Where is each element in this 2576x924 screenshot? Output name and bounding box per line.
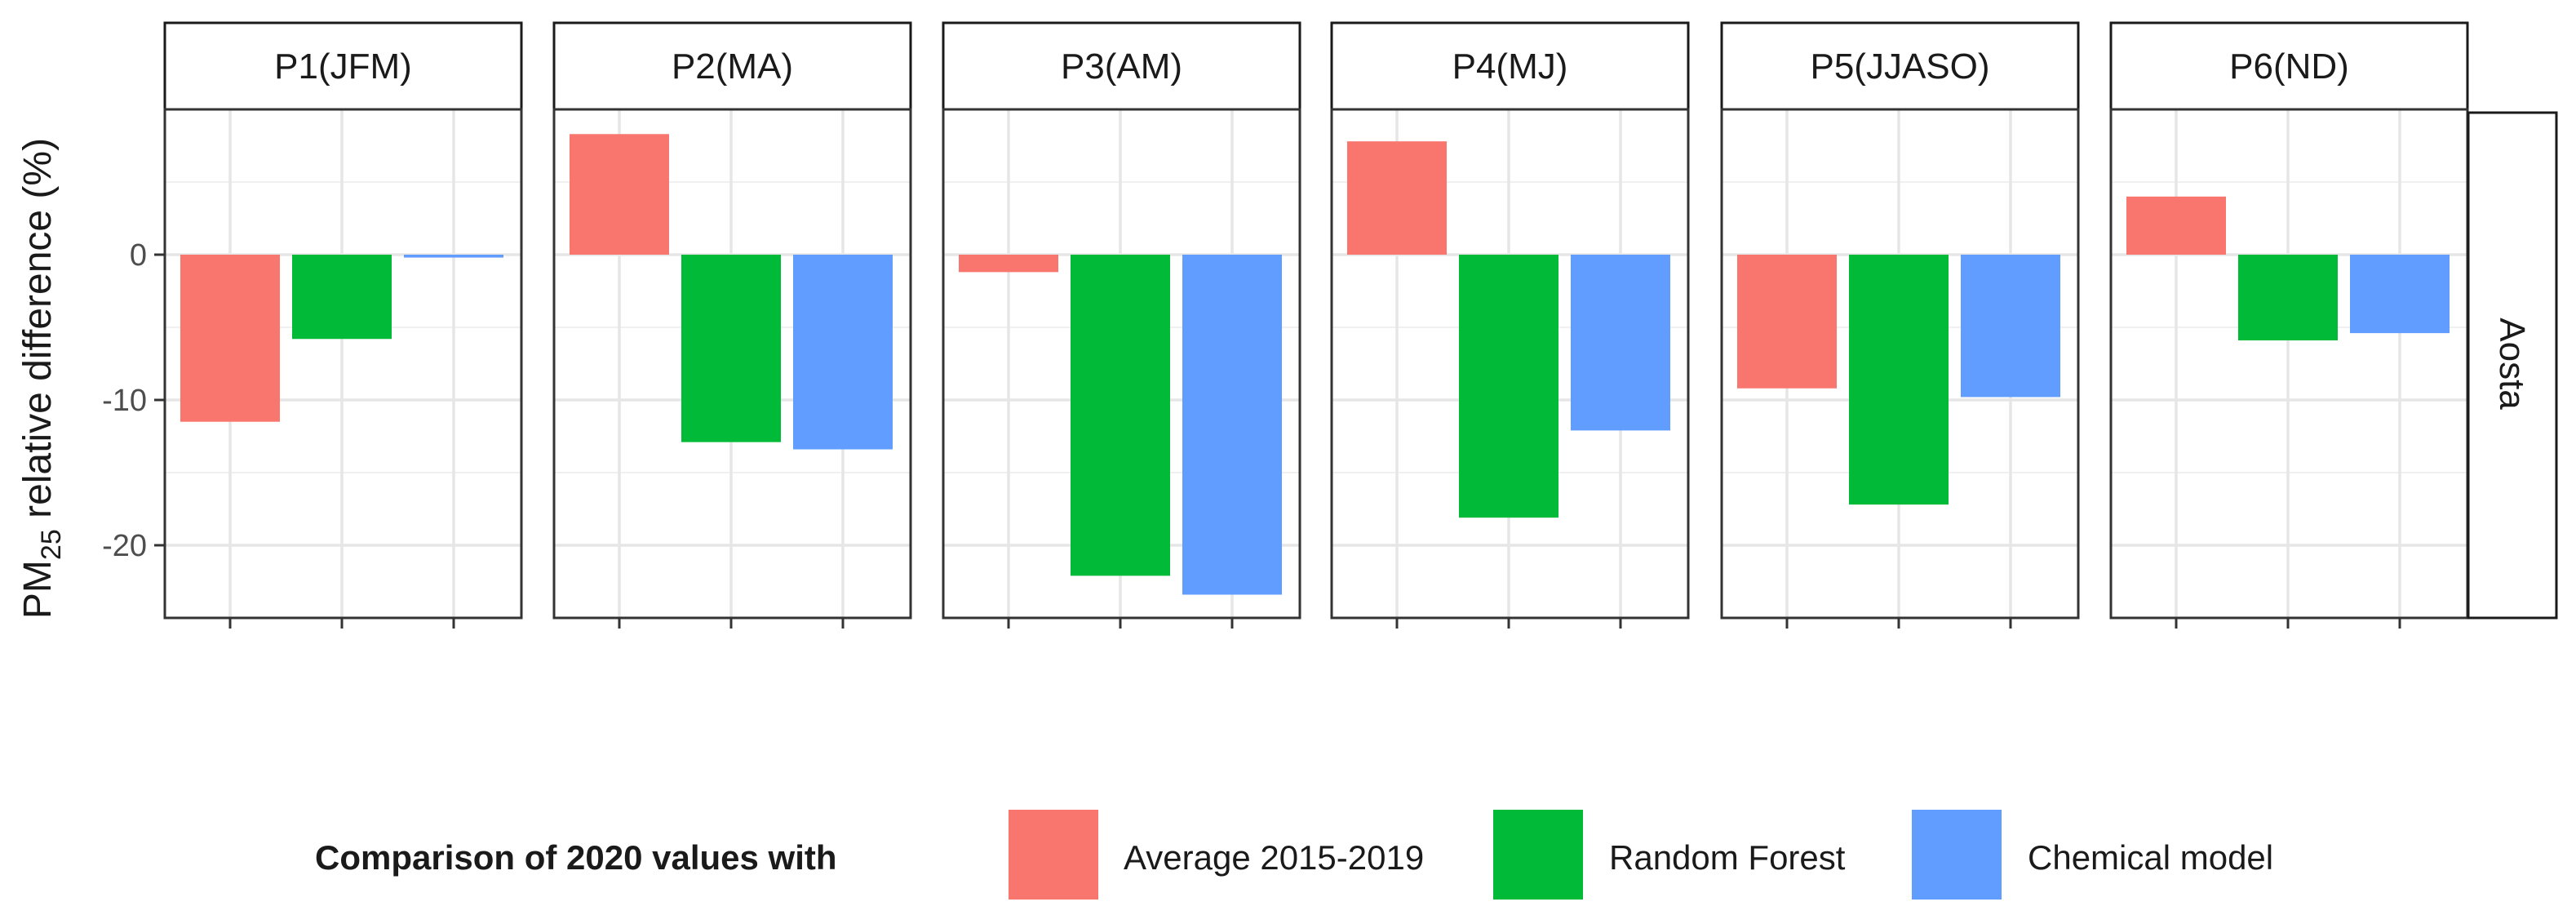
facet-panel: P5(JJASO) <box>1720 21 2080 629</box>
bar-chemical-model <box>1571 255 1670 431</box>
bar-average-2015-2019 <box>1737 255 1837 389</box>
facet-panel: P2(MA) <box>552 21 912 629</box>
legend-label: Chemical model <box>2028 838 2273 877</box>
y-axis-title-subscript: 25 <box>36 529 67 560</box>
row-strip-label: Aosta <box>2492 318 2532 410</box>
facet-strip-label: P5(JJASO) <box>1810 47 1989 87</box>
facet-strip <box>163 21 523 111</box>
bar-random-forest <box>292 255 392 340</box>
facet-panel: P4(MJ) <box>1330 21 1690 629</box>
facet-strip-label: P6(ND) <box>2229 47 2349 87</box>
bar-chemical-model <box>793 255 893 450</box>
facet-strip <box>552 21 912 111</box>
bar-chemical-model <box>1961 255 2060 398</box>
legend-label: Average 2015-2019 <box>1124 838 1424 877</box>
y-axis-title-prefix: PM <box>16 560 60 619</box>
panels: P1(JFM) P2(MA) P3(AM) P4(MJ) P5(JJASO) P6(ND)… <box>163 21 2558 629</box>
facet-strip-label: P1(JFM) <box>274 47 412 87</box>
facet-strip <box>942 21 1301 111</box>
facet-panel: P6(ND) <box>2109 21 2469 629</box>
legend-key <box>1912 810 2002 900</box>
facet-panel: P1(JFM) <box>163 21 523 629</box>
y-axis: 0 -10 -20 PM25 relative difference (%) <box>16 138 165 619</box>
bar-random-forest <box>1849 255 1949 505</box>
legend-key <box>1493 810 1583 900</box>
bar-chemical-model <box>404 255 503 258</box>
legend-key <box>1009 810 1098 900</box>
legend: Comparison of 2020 values with Average 20… <box>315 810 2273 900</box>
legend-label: Random Forest <box>1609 838 1846 877</box>
y-tick-label: -10 <box>102 384 147 418</box>
bar-random-forest <box>1071 255 1170 576</box>
facet-strip-label: P4(MJ) <box>1452 47 1568 87</box>
facet-strip <box>2109 21 2469 111</box>
bar-random-forest <box>1459 255 1558 518</box>
bar-chemical-model <box>2350 255 2450 334</box>
facet-strip <box>1720 21 2080 111</box>
facet-strip <box>1330 21 1690 111</box>
bar-random-forest <box>2238 255 2338 341</box>
legend-title: Comparison of 2020 values with <box>315 838 837 877</box>
row-strip <box>2467 111 2558 620</box>
facet-strip-label: P2(MA) <box>672 47 793 87</box>
bar-average-2015-2019 <box>959 255 1058 273</box>
bar-average-2015-2019 <box>180 255 280 422</box>
facet-strip-label: P3(AM) <box>1061 47 1182 87</box>
bar-average-2015-2019 <box>570 134 669 255</box>
y-tick-label: -20 <box>102 529 147 563</box>
y-tick-label: 0 <box>130 238 147 273</box>
facet-panel: P3(AM) <box>942 21 1301 629</box>
bar-average-2015-2019 <box>1347 141 1447 255</box>
bar-average-2015-2019 <box>2126 196 2226 255</box>
bar-chemical-model <box>1182 255 1282 595</box>
bar-random-forest <box>681 255 781 442</box>
y-axis-title-suffix: relative difference (%) <box>16 138 60 529</box>
y-axis-title: PM25 relative difference (%) <box>16 138 67 619</box>
